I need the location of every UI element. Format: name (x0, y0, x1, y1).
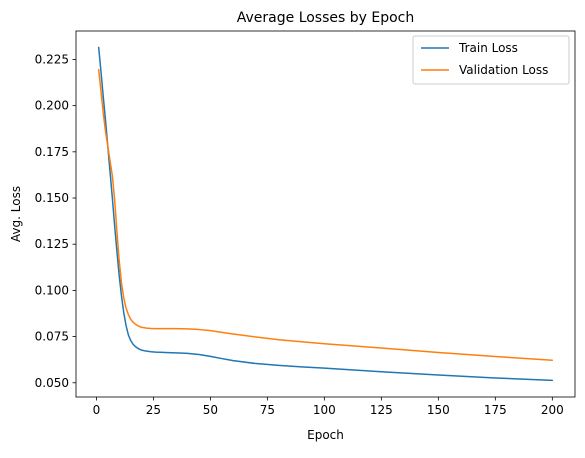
legend-frame (412, 35, 570, 85)
x-axis-label: Epoch (307, 428, 344, 442)
legend-label-validation-loss: Validation Loss (459, 63, 548, 77)
y-tick-label: 0.175 (35, 145, 69, 159)
y-tick-label: 0.200 (35, 99, 69, 113)
x-tick-label: 175 (484, 403, 507, 417)
x-axis-ticks: 0 25 50 75 100 125 150 175 200 (93, 397, 564, 417)
x-tick-label: 200 (541, 403, 564, 417)
x-tick-label: 100 (313, 403, 336, 417)
y-tick-label: 0.125 (35, 237, 69, 251)
y-tick-label: 0.100 (35, 283, 69, 297)
x-tick-label: 150 (427, 403, 450, 417)
y-tick-label: 0.150 (35, 191, 69, 205)
x-tick-label: 50 (203, 403, 218, 417)
x-tick-label: 25 (146, 403, 161, 417)
y-tick-label: 0.050 (35, 376, 69, 390)
chart-title: Average Losses by Epoch (237, 10, 415, 26)
series-line-validation-loss (97, 68, 554, 361)
legend: Train Loss Validation Loss (412, 35, 570, 85)
y-tick-label: 0.225 (35, 52, 69, 66)
y-tick-label: 0.075 (35, 330, 69, 344)
x-tick-label: 125 (370, 403, 393, 417)
legend-label-train-loss: Train Loss (458, 41, 518, 55)
series-layer (97, 46, 554, 382)
plot-background (76, 31, 575, 397)
series-line-train-loss (97, 46, 554, 382)
x-tick-label: 0 (93, 403, 101, 417)
y-axis-label: Avg. Loss (9, 186, 23, 242)
y-axis-ticks: 0.050 0.075 0.100 0.125 0.150 0.175 0.200 0.225 (35, 52, 76, 390)
x-tick-label: 75 (260, 403, 275, 417)
plot-frame (75, 30, 576, 398)
